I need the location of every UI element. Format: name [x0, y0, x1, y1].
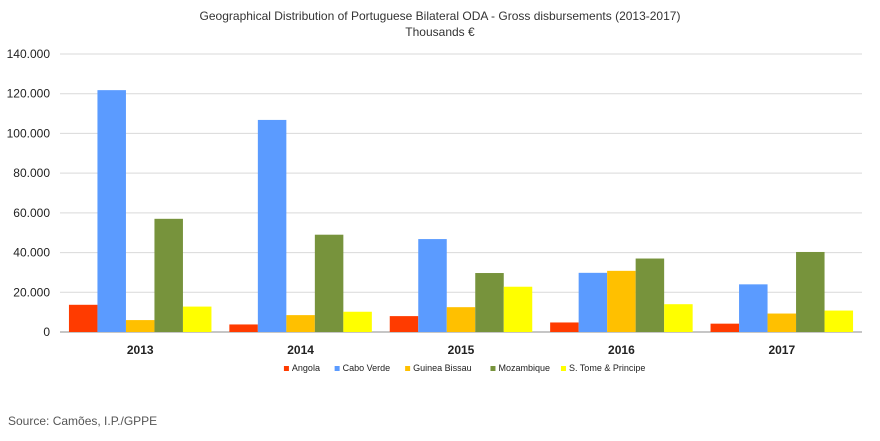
- x-tick-label: 2017: [768, 343, 795, 357]
- bar: [97, 90, 126, 332]
- legend-swatch: [560, 366, 566, 371]
- source-note: Source: Camões, I.P./GPPE: [8, 414, 158, 428]
- bar: [257, 119, 287, 332]
- bar: [739, 284, 768, 332]
- bar: [68, 304, 98, 332]
- bar: [343, 311, 372, 332]
- bar: [796, 251, 825, 332]
- y-tick-label: 60.000: [13, 206, 50, 220]
- bar: [229, 324, 258, 332]
- bar: [446, 307, 476, 332]
- y-tick-label: 80.000: [13, 166, 50, 180]
- x-tick-label: 2013: [127, 343, 154, 357]
- x-axis: 2013 2014 2015 2016 2017: [127, 343, 796, 357]
- y-tick-label: 20.000: [13, 285, 50, 299]
- chart-subtitle: Thousands €: [405, 25, 475, 39]
- bar: [664, 304, 693, 332]
- y-tick-label: 0: [43, 325, 50, 339]
- legend-label: Cabo Verde: [343, 363, 391, 373]
- bar: [125, 320, 155, 332]
- bar: [475, 273, 504, 332]
- bar: [314, 234, 344, 332]
- legend-label: Angola: [292, 363, 320, 373]
- bar: [824, 310, 854, 332]
- bar: [286, 315, 315, 332]
- bar: [607, 270, 636, 332]
- legend-label: Guinea Bissau: [413, 363, 472, 373]
- bar: [182, 306, 212, 332]
- bars: [68, 90, 854, 332]
- x-tick-label: 2015: [448, 343, 475, 357]
- bar: [767, 313, 797, 332]
- bar: [418, 239, 447, 332]
- bar: [635, 258, 665, 332]
- y-axis: 0 20.000 40.000 60.000 80.000 100.000 120.000 1…: [7, 47, 51, 339]
- x-tick-label: 2014: [287, 343, 314, 357]
- y-tick-label: 140.000: [7, 47, 51, 61]
- legend-swatch: [283, 366, 289, 371]
- legend-label: S. Tome & Principe: [569, 363, 645, 373]
- y-tick-label: 40.000: [13, 246, 50, 260]
- x-tick-label: 2016: [608, 343, 635, 357]
- bar: [154, 218, 183, 332]
- bar: [710, 323, 740, 332]
- bar: [389, 316, 419, 332]
- bar: [578, 272, 608, 332]
- y-tick-label: 120.000: [7, 87, 51, 101]
- legend-swatch: [490, 366, 496, 371]
- legend: Angola Cabo Verde Guinea Bissau Mozambique S…: [283, 363, 645, 373]
- y-tick-label: 100.000: [7, 126, 51, 140]
- bar: [503, 286, 533, 332]
- bar: [550, 322, 579, 332]
- chart-title: Geographical Distribution of Portuguese …: [199, 9, 681, 23]
- legend-label: Mozambique: [498, 363, 550, 373]
- legend-swatch: [405, 366, 411, 371]
- legend-swatch: [334, 366, 340, 371]
